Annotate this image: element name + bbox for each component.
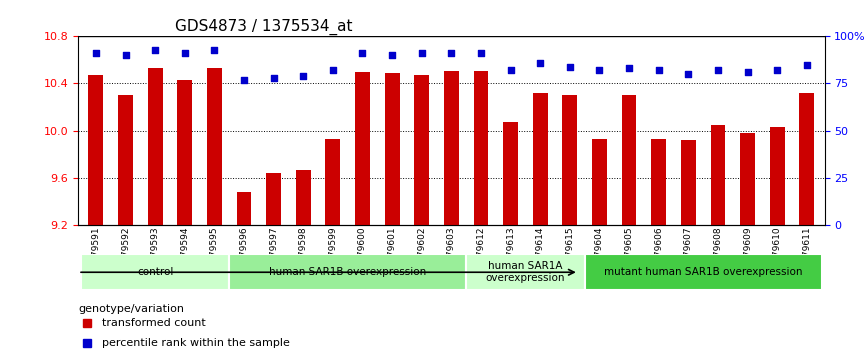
Point [296, 73, 310, 79]
Bar [296, 170, 311, 225]
Bar [237, 192, 252, 225]
Bar [385, 73, 399, 225]
Point [178, 50, 192, 56]
Text: human SAR1A
overexpression: human SAR1A overexpression [486, 261, 565, 283]
Point [770, 68, 784, 73]
Point [800, 62, 814, 68]
Bar [266, 173, 281, 225]
Bar [621, 95, 636, 225]
Point [356, 50, 370, 56]
Point [740, 69, 754, 75]
Point [207, 46, 221, 52]
Text: percentile rank within the sample: percentile rank within the sample [102, 338, 290, 348]
Point [89, 50, 102, 56]
Point [593, 68, 607, 73]
Point [622, 65, 636, 71]
FancyBboxPatch shape [229, 254, 466, 290]
Bar [444, 70, 459, 225]
Bar [177, 80, 192, 225]
Point [415, 50, 429, 56]
Bar [355, 72, 370, 225]
Bar [503, 122, 518, 225]
Point [681, 71, 695, 77]
Bar [799, 93, 814, 225]
Text: human SAR1B overexpression: human SAR1B overexpression [269, 267, 426, 277]
Text: GDS4873 / 1375534_at: GDS4873 / 1375534_at [175, 19, 352, 35]
Point [266, 75, 280, 81]
Bar [711, 125, 726, 225]
Bar [740, 133, 755, 225]
Point [533, 60, 547, 66]
Point [237, 77, 251, 83]
Bar [533, 93, 548, 225]
Bar [562, 95, 577, 225]
Text: genotype/variation: genotype/variation [78, 303, 184, 314]
FancyBboxPatch shape [81, 254, 229, 290]
Point [119, 52, 133, 58]
Bar [592, 139, 607, 225]
Bar [207, 68, 222, 225]
Bar [118, 95, 133, 225]
Point [474, 50, 488, 56]
Point [563, 64, 577, 69]
Text: control: control [137, 267, 174, 277]
Bar [326, 139, 340, 225]
Text: transformed count: transformed count [102, 318, 206, 328]
Point [148, 46, 162, 52]
Bar [148, 68, 162, 225]
Bar [89, 75, 103, 225]
Point [711, 68, 725, 73]
Bar [681, 140, 696, 225]
Bar [474, 70, 489, 225]
Point [385, 52, 399, 58]
Text: mutant human SAR1B overexpression: mutant human SAR1B overexpression [604, 267, 802, 277]
Bar [414, 75, 429, 225]
Point [503, 68, 517, 73]
Bar [770, 127, 785, 225]
Bar [651, 139, 666, 225]
Point [326, 68, 339, 73]
FancyBboxPatch shape [466, 254, 585, 290]
FancyBboxPatch shape [585, 254, 822, 290]
Point [444, 50, 458, 56]
Point [652, 68, 666, 73]
